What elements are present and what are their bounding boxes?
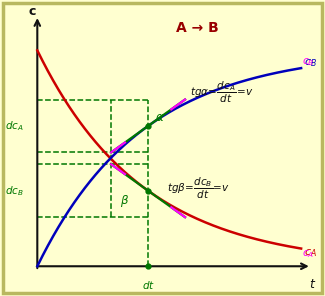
Text: $tg\alpha\!=\!\dfrac{dc_A}{dt}\!=\!v$: $tg\alpha\!=\!\dfrac{dc_A}{dt}\!=\!v$ [190, 80, 253, 105]
Text: $\beta$: $\beta$ [121, 193, 130, 209]
Text: $dt$: $dt$ [142, 279, 155, 291]
Text: t: t [309, 278, 314, 291]
Text: $c_A$: $c_A$ [303, 249, 315, 260]
Text: $\alpha$: $\alpha$ [155, 111, 164, 124]
Text: $dc_A$: $dc_A$ [5, 119, 24, 133]
Text: $tg\beta\!=\!\dfrac{dc_B}{dt}\!=\!v$: $tg\beta\!=\!\dfrac{dc_B}{dt}\!=\!v$ [167, 176, 230, 201]
Text: A → B: A → B [176, 21, 219, 35]
Text: $dc_B$: $dc_B$ [5, 184, 24, 198]
Text: $c_B$: $c_B$ [304, 57, 317, 69]
Text: $c_A$: $c_A$ [304, 247, 317, 259]
Text: c: c [28, 4, 36, 17]
Text: $c_B$: $c_B$ [303, 56, 315, 68]
